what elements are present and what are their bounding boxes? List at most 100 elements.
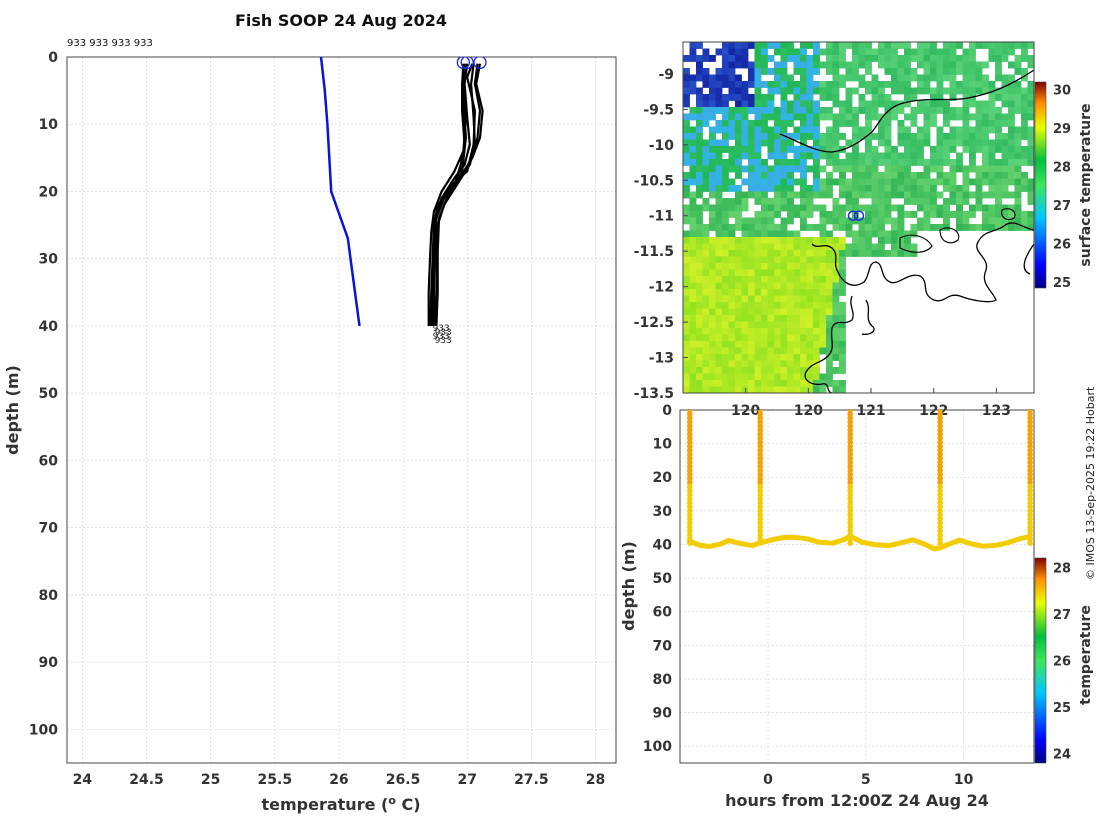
- sst-cell: [917, 178, 924, 186]
- sst-cell: [735, 94, 742, 101]
- sst-cell: [930, 178, 937, 186]
- time-depth-x-ticks: 0 5 10: [763, 772, 973, 788]
- sst-cell: [793, 133, 801, 140]
- sst-cell: [800, 42, 807, 49]
- cast-point: [1027, 439, 1033, 446]
- sst-cell: [910, 243, 918, 251]
- sst-cell: [806, 250, 814, 257]
- sst-cell: [813, 100, 820, 108]
- cast-point: [757, 415, 763, 421]
- sst-cell: [715, 328, 723, 335]
- sst-cell: [715, 295, 723, 303]
- sst-cell: [787, 74, 794, 82]
- sst-cell: [1014, 185, 1022, 192]
- sst-cell: [696, 230, 703, 238]
- sst-cell: [897, 211, 905, 218]
- cast-point: [1027, 455, 1033, 462]
- sst-cell: [748, 133, 755, 140]
- sst-cell: [774, 204, 781, 212]
- sst-cell: [683, 328, 690, 335]
- sst-cell: [910, 178, 918, 186]
- sst-cell: [956, 61, 963, 69]
- sst-cell: [826, 55, 833, 62]
- sst-cell: [780, 347, 788, 355]
- sst-cell: [865, 230, 872, 238]
- sst-cell: [735, 282, 742, 290]
- sst-cell: [722, 295, 729, 303]
- sst-cell: [722, 165, 729, 173]
- sst-cell: [735, 48, 742, 56]
- sst-cell: [780, 289, 788, 296]
- sst-cell: [1027, 159, 1034, 166]
- sst-cell: [709, 302, 716, 309]
- sst-cell: [728, 230, 736, 238]
- sst-cell: [852, 250, 859, 257]
- sst-cell: [995, 165, 1002, 173]
- sst-cell: [696, 55, 703, 62]
- sst-cell: [1014, 146, 1022, 153]
- cast-point: [687, 487, 693, 494]
- sst-cell: [1008, 211, 1015, 218]
- sst-cell: [780, 74, 788, 82]
- sst-cell: [943, 55, 950, 62]
- sst-cell: [735, 347, 742, 355]
- sst-cell: [683, 81, 690, 88]
- sst-cell: [696, 165, 703, 173]
- sst-cell: [1021, 48, 1028, 56]
- sst-cell: [689, 289, 697, 296]
- sst-cell: [949, 126, 957, 134]
- sst-cell: [689, 152, 697, 160]
- sst-cell: [728, 334, 736, 342]
- sst-cell: [774, 178, 781, 186]
- sst-cell: [754, 269, 762, 277]
- sst-cell: [709, 94, 716, 101]
- sst-cell: [982, 217, 989, 225]
- sst-cell: [832, 308, 840, 316]
- sst-cell: [930, 113, 937, 121]
- sst-cell: [865, 146, 872, 153]
- profile-end-label: 933: [435, 328, 452, 338]
- sst-cell: [774, 224, 781, 231]
- sst-cell: [787, 315, 794, 322]
- sst-cell: [813, 133, 820, 140]
- sst-cell: [832, 321, 840, 329]
- sst-cell: [787, 159, 794, 166]
- sst-cell: [982, 152, 989, 160]
- sst-cell: [702, 263, 710, 270]
- sst-cell: [754, 81, 762, 88]
- sst-cell: [897, 191, 905, 199]
- sst-cell: [774, 321, 781, 329]
- sst-cell: [949, 81, 957, 88]
- sst-cell: [839, 172, 846, 179]
- cast-point: [757, 512, 763, 518]
- sst-cell: [806, 61, 814, 69]
- profile-y-tick-label: 70: [39, 521, 59, 537]
- sst-cell: [696, 256, 703, 264]
- sst-cell: [780, 256, 788, 264]
- sst-cell: [982, 107, 989, 114]
- sst-cell: [891, 55, 898, 62]
- sst-cell: [754, 302, 762, 309]
- sst-cell: [715, 204, 723, 212]
- cast-point: [847, 520, 853, 526]
- sst-cell: [962, 146, 970, 153]
- sst-cell: [923, 185, 931, 192]
- sst-cell: [865, 48, 872, 56]
- sst-cell: [722, 74, 729, 82]
- sst-cell: [897, 224, 905, 231]
- sst-cell: [819, 178, 827, 186]
- sst-cell: [949, 172, 957, 179]
- sst-cell: [702, 237, 710, 244]
- sst-cell: [780, 243, 788, 251]
- sst-cell: [748, 334, 755, 342]
- sst-cell: [988, 42, 996, 49]
- sst-cell: [800, 367, 807, 374]
- map-y-tick-label: -12.5: [634, 315, 674, 331]
- sst-cell: [884, 152, 892, 160]
- sst-cell: [917, 126, 924, 134]
- sst-cell: [741, 360, 749, 368]
- sst-cell: [754, 263, 762, 270]
- sst-cell: [904, 178, 911, 186]
- sst-cell: [995, 224, 1002, 231]
- sst-cell: [1008, 204, 1015, 212]
